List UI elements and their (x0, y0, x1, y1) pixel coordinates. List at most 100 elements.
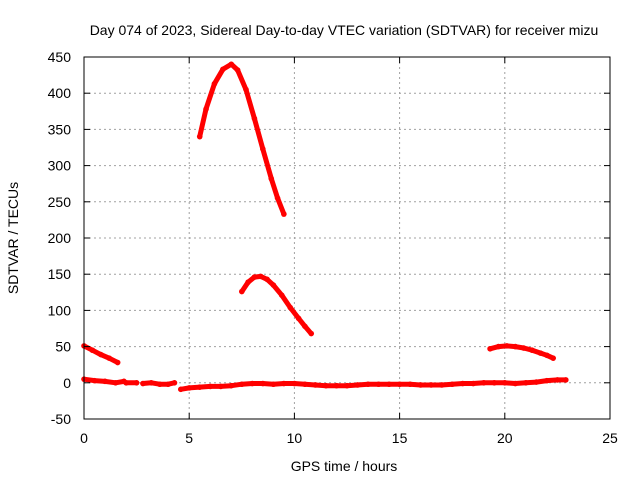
data-point (365, 381, 371, 388)
x-tick-label: 15 (392, 430, 408, 446)
y-tick-label: 250 (48, 194, 72, 210)
data-point (148, 380, 155, 386)
y-tick-label: 100 (48, 302, 72, 318)
data-point (207, 383, 214, 390)
plot-frame (83, 56, 611, 420)
data-point (523, 380, 529, 386)
data-point (123, 380, 129, 386)
y-tick-label: 50 (55, 339, 71, 355)
data-point (239, 381, 245, 388)
x-tick-label: 10 (287, 430, 303, 446)
data-point (504, 343, 510, 349)
data-point (417, 382, 424, 388)
y-tick-label: 400 (48, 85, 72, 101)
data-point (245, 279, 251, 285)
data-point (281, 380, 287, 387)
x-tick-label: 20 (497, 430, 513, 446)
data-point (196, 384, 203, 390)
data-point (274, 195, 281, 201)
data-point (333, 382, 340, 389)
data-point (243, 86, 249, 93)
y-tick-label: 0 (63, 375, 71, 391)
y-tick-label: 200 (48, 230, 72, 246)
y-tick-label: -50 (51, 411, 71, 427)
data-point (249, 380, 256, 387)
data-point (264, 276, 270, 283)
data-point (529, 347, 535, 354)
data-point (459, 380, 466, 387)
data-point (156, 381, 163, 388)
data-point (98, 351, 104, 358)
series-baseline-4 (178, 377, 569, 392)
data-point (268, 175, 275, 182)
data-point (470, 380, 477, 387)
data-point (544, 352, 550, 359)
data-point (114, 359, 121, 366)
y-axis-ticks: -50 0 50 100 150 200 250 300 350 400 450 (48, 49, 610, 427)
data-point (438, 382, 445, 388)
data-point (308, 330, 315, 337)
data-point (251, 115, 258, 122)
data-series (81, 61, 569, 393)
data-point (291, 380, 298, 387)
data-point (140, 380, 146, 387)
data-point (251, 274, 258, 280)
data-point (278, 292, 285, 298)
data-point (537, 350, 544, 356)
data-point (260, 380, 266, 387)
data-point (211, 80, 218, 87)
data-point (302, 381, 308, 388)
x-tick-label: 25 (602, 430, 618, 446)
y-tick-label: 300 (48, 158, 72, 174)
data-point (407, 381, 413, 388)
series-arc-mid (239, 273, 314, 337)
chart-title: Day 074 of 2023, Sidereal Day-to-day VTE… (90, 22, 599, 38)
data-point (217, 383, 224, 390)
data-point (106, 355, 113, 361)
data-point (554, 377, 561, 383)
data-point (502, 380, 508, 386)
data-point (428, 382, 434, 388)
data-point (91, 377, 98, 384)
data-point (234, 67, 241, 73)
data-point (375, 381, 382, 388)
y-tick-label: 450 (48, 49, 72, 65)
data-point (550, 355, 556, 361)
data-point (186, 385, 192, 391)
data-point (203, 106, 209, 112)
data-point (563, 377, 569, 383)
data-point (449, 381, 456, 388)
data-point (196, 133, 203, 140)
data-point (491, 380, 498, 386)
data-point (257, 273, 264, 280)
data-point (112, 380, 119, 386)
x-tick-label: 5 (185, 430, 193, 446)
data-point (512, 343, 519, 350)
data-point (281, 211, 287, 217)
data-point (228, 61, 235, 68)
data-point (102, 378, 108, 385)
data-point (270, 282, 277, 288)
data-point (544, 377, 550, 384)
y-tick-label: 350 (48, 121, 72, 137)
data-point (177, 386, 184, 393)
data-point (165, 381, 171, 388)
y-axis-label: SDTVAR / TECUs (5, 182, 21, 294)
data-point (228, 382, 235, 389)
data-point (354, 382, 361, 388)
x-axis-label: GPS time / hours (291, 458, 398, 474)
data-point (312, 382, 319, 388)
data-point (220, 66, 226, 73)
data-point (480, 380, 487, 386)
data-point (512, 380, 519, 387)
data-point (323, 382, 329, 389)
data-point (171, 380, 178, 386)
data-point (295, 315, 302, 322)
x-axis-ticks: 0 5 10 15 20 25 (80, 57, 618, 446)
data-point (270, 381, 277, 388)
data-point (520, 345, 527, 351)
data-point (239, 288, 245, 295)
data-point (260, 146, 266, 152)
data-point (396, 381, 403, 388)
